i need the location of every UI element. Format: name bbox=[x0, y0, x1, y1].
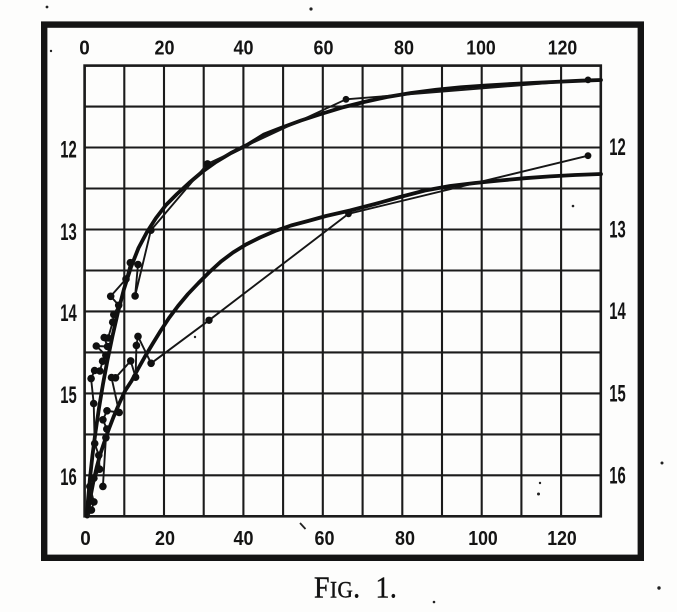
svg-text:40: 40 bbox=[234, 528, 254, 550]
svg-text:80: 80 bbox=[395, 528, 415, 550]
svg-text:120: 120 bbox=[547, 528, 577, 550]
svg-text:60: 60 bbox=[314, 38, 334, 60]
svg-text:FIG. 1.: FIG. 1. bbox=[314, 571, 397, 605]
svg-text:14: 14 bbox=[609, 298, 626, 325]
svg-text:120: 120 bbox=[548, 38, 578, 60]
svg-text:100: 100 bbox=[468, 528, 498, 550]
svg-text:15: 15 bbox=[609, 381, 626, 408]
svg-text:0: 0 bbox=[79, 38, 90, 60]
svg-text:15: 15 bbox=[60, 382, 77, 409]
svg-text:16: 16 bbox=[60, 464, 77, 491]
svg-text:13: 13 bbox=[609, 217, 626, 244]
svg-text:100: 100 bbox=[466, 38, 496, 60]
svg-text:16: 16 bbox=[609, 463, 626, 490]
svg-text:0: 0 bbox=[80, 528, 91, 550]
svg-text:80: 80 bbox=[394, 38, 414, 60]
svg-text:12: 12 bbox=[60, 137, 77, 164]
svg-text:13: 13 bbox=[60, 219, 77, 246]
svg-text:12: 12 bbox=[609, 134, 626, 161]
svg-text:40: 40 bbox=[234, 38, 254, 60]
svg-text:20: 20 bbox=[155, 38, 175, 60]
svg-text:60: 60 bbox=[315, 528, 335, 550]
svg-text:20: 20 bbox=[155, 528, 175, 550]
svg-text:14: 14 bbox=[60, 300, 77, 327]
